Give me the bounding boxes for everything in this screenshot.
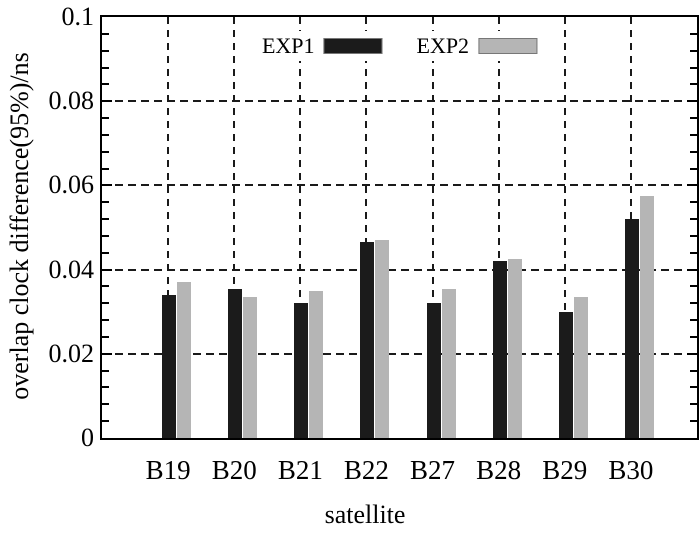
bar-exp1-b29 xyxy=(558,311,573,438)
y-minor-tick-right xyxy=(690,32,697,35)
v-gridline-b28 xyxy=(497,17,500,438)
bar-exp1-b28 xyxy=(492,261,507,438)
y-tick-label-0.1: 0.1 xyxy=(61,2,95,31)
x-tick-label-b22: B22 xyxy=(343,455,389,485)
v-gridline-b20 xyxy=(233,17,236,438)
bar-exp1-b21 xyxy=(294,303,309,438)
y-minor-tick-left xyxy=(102,167,109,170)
v-gridline-b22 xyxy=(365,17,368,438)
bar-exp1-b30 xyxy=(624,219,639,438)
y-tick-label-0.04: 0.04 xyxy=(48,254,95,284)
y-minor-tick-left xyxy=(102,285,109,288)
bar-exp2-b29 xyxy=(573,296,588,438)
y-major-tick-right xyxy=(687,352,697,355)
y-minor-tick-left xyxy=(102,201,109,204)
y-tick-label-0.08: 0.08 xyxy=(48,86,95,116)
y-major-tick-left xyxy=(102,184,112,187)
h-gridline-0.04 xyxy=(102,268,697,271)
y-minor-tick-right xyxy=(690,66,697,69)
y-minor-tick-right xyxy=(690,319,697,322)
y-minor-tick-right xyxy=(690,167,697,170)
x-tick-label-b19: B19 xyxy=(145,455,191,485)
v-gridline-b19 xyxy=(167,17,170,438)
y-minor-tick-left xyxy=(102,234,109,237)
y-minor-tick-right xyxy=(690,302,697,305)
y-minor-tick-right xyxy=(690,218,697,221)
y-minor-tick-right xyxy=(690,49,697,52)
v-gridline-b27 xyxy=(431,17,434,438)
bar-exp2-b19 xyxy=(177,282,192,438)
y-major-tick-right xyxy=(687,100,697,103)
y-minor-tick-left xyxy=(102,49,109,52)
y-major-tick-right xyxy=(687,268,697,271)
bar-exp2-b21 xyxy=(309,290,324,438)
y-minor-tick-left xyxy=(102,369,109,372)
bar-exp1-b20 xyxy=(228,288,243,438)
y-major-tick-left xyxy=(102,100,112,103)
y-tick-label-0.06: 0.06 xyxy=(48,170,95,200)
y-tick-label-0.02: 0.02 xyxy=(48,338,95,368)
plot-area: EXP1 EXP2 xyxy=(100,15,699,440)
h-gridline-0.08 xyxy=(102,100,697,103)
y-minor-tick-right xyxy=(690,285,697,288)
y-minor-tick-right xyxy=(690,83,697,86)
y-minor-tick-right xyxy=(690,117,697,120)
legend-swatch-exp1 xyxy=(323,38,383,54)
y-minor-tick-left xyxy=(102,150,109,153)
x-tick-label-b30: B30 xyxy=(608,455,654,485)
y-minor-tick-left xyxy=(102,335,109,338)
y-minor-tick-left xyxy=(102,218,109,221)
y-minor-tick-left xyxy=(102,133,109,136)
y-minor-tick-left xyxy=(102,302,109,305)
y-minor-tick-left xyxy=(102,251,109,254)
bar-exp1-b19 xyxy=(162,294,177,438)
y-major-tick-left xyxy=(102,352,112,355)
v-gridline-b21 xyxy=(299,17,302,438)
y-minor-tick-left xyxy=(102,32,109,35)
y-minor-tick-left xyxy=(102,66,109,69)
x-tick-label-b27: B27 xyxy=(410,455,456,485)
x-tick-label-b28: B28 xyxy=(476,455,522,485)
bar-exp2-b20 xyxy=(243,296,258,438)
bar-exp2-b22 xyxy=(375,240,390,438)
y-minor-tick-right xyxy=(690,201,697,204)
legend-swatch-exp2 xyxy=(478,38,538,54)
y-minor-tick-right xyxy=(690,133,697,136)
y-minor-tick-left xyxy=(102,386,109,389)
legend: EXP1 EXP2 xyxy=(251,31,548,61)
y-major-tick-left xyxy=(102,268,112,271)
x-tick-label-b20: B20 xyxy=(211,455,257,485)
y-minor-tick-right xyxy=(690,251,697,254)
y-minor-tick-right xyxy=(690,403,697,406)
bar-exp2-b27 xyxy=(441,288,456,438)
y-minor-tick-right xyxy=(690,335,697,338)
bar-exp2-b28 xyxy=(507,259,522,438)
y-tick-label-0: 0 xyxy=(81,423,94,452)
y-minor-tick-left xyxy=(102,83,109,86)
y-minor-tick-right xyxy=(690,420,697,423)
y-minor-tick-right xyxy=(690,150,697,153)
legend-label-exp1: EXP1 xyxy=(261,33,315,58)
bar-exp1-b22 xyxy=(360,242,375,438)
v-gridline-b29 xyxy=(563,17,566,438)
y-minor-tick-right xyxy=(690,369,697,372)
y-minor-tick-left xyxy=(102,117,109,120)
y-minor-tick-right xyxy=(690,386,697,389)
y-minor-tick-left xyxy=(102,319,109,322)
y-minor-tick-left xyxy=(102,420,109,423)
h-gridline-0.02 xyxy=(102,352,697,355)
y-minor-tick-right xyxy=(690,234,697,237)
legend-label-exp2: EXP2 xyxy=(416,33,470,58)
y-minor-tick-left xyxy=(102,403,109,406)
y-major-tick-right xyxy=(687,184,697,187)
x-axis-title: satellite xyxy=(324,500,406,529)
bar-exp1-b27 xyxy=(426,303,441,438)
bar-exp2-b30 xyxy=(639,195,654,438)
x-tick-label-b21: B21 xyxy=(277,455,323,485)
h-gridline-0.06 xyxy=(102,184,697,187)
x-tick-label-b29: B29 xyxy=(542,455,588,485)
